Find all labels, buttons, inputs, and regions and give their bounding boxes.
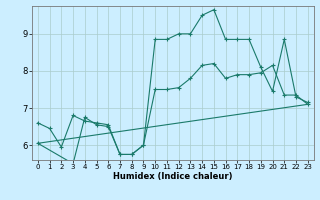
X-axis label: Humidex (Indice chaleur): Humidex (Indice chaleur) (113, 172, 233, 181)
